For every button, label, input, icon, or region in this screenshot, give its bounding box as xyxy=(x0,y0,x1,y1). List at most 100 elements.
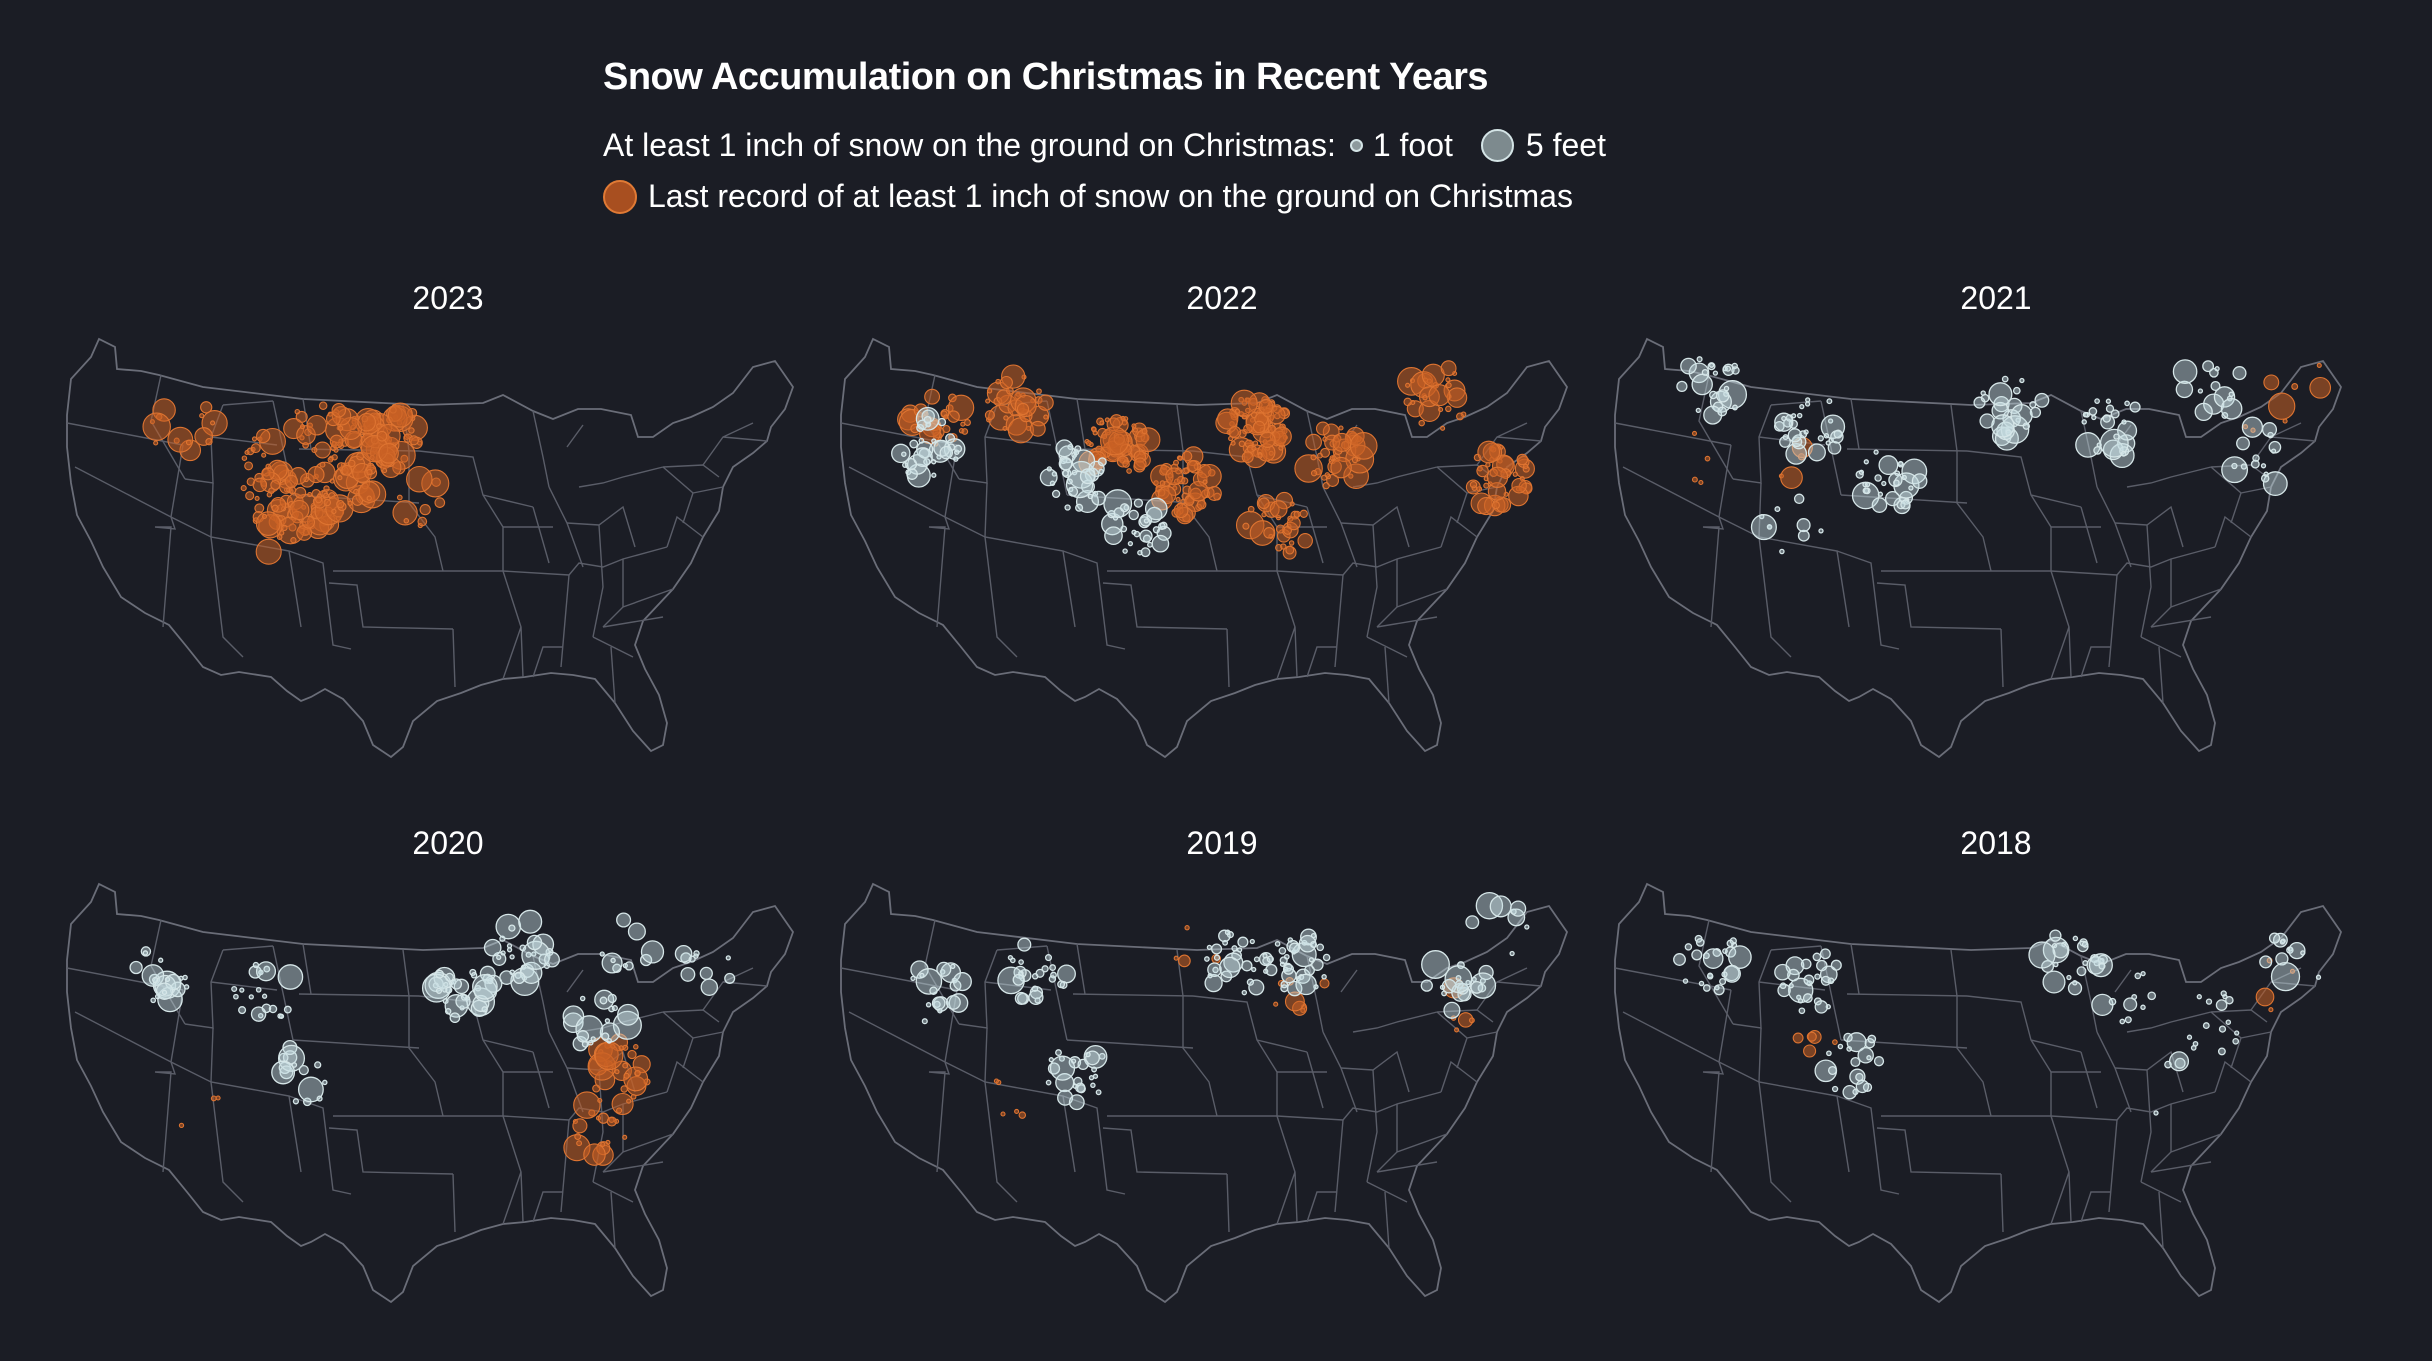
last-record-marker xyxy=(1249,520,1276,546)
legend-recent-snow: At least 1 inch of snow on the ground on… xyxy=(603,127,1606,164)
legend-big-circle-icon xyxy=(1480,129,1514,162)
state-border xyxy=(1770,400,1822,406)
snow-marker xyxy=(2129,401,2141,413)
state-border xyxy=(662,466,694,524)
state-border xyxy=(848,466,946,518)
state-border xyxy=(1496,981,1542,987)
state-border xyxy=(532,506,550,564)
snow-marker xyxy=(2102,439,2124,461)
last-record-marker xyxy=(1132,427,1138,433)
last-record-marker xyxy=(2309,376,2332,399)
snow-marker xyxy=(277,1044,306,1072)
snow-marker xyxy=(1701,368,1709,376)
last-record-marker xyxy=(318,401,328,410)
snow-marker xyxy=(1045,1079,1052,1086)
us-outline xyxy=(1614,882,2343,1304)
state-border xyxy=(1102,582,1228,630)
snow-marker xyxy=(1787,428,1802,443)
last-record-marker xyxy=(358,481,381,503)
state-border xyxy=(1226,628,1230,688)
snow-marker xyxy=(1231,945,1238,952)
snow-marker xyxy=(2228,391,2235,398)
last-record-marker xyxy=(943,414,949,420)
snow-marker xyxy=(521,940,551,970)
last-record-marker xyxy=(261,467,275,481)
snow-marker xyxy=(1266,955,1274,963)
snow-marker xyxy=(1797,998,1804,1004)
snow-marker xyxy=(1156,525,1172,541)
snow-marker xyxy=(164,976,171,983)
snow-marker xyxy=(1128,509,1139,521)
snow-marker xyxy=(282,1039,298,1056)
snow-marker xyxy=(2091,993,2114,1017)
snow-marker xyxy=(1696,356,1703,363)
snow-marker xyxy=(2259,955,2273,969)
snow-marker xyxy=(1814,1000,1829,1014)
state-border xyxy=(532,1191,563,1223)
state-border xyxy=(1466,1031,1498,1039)
snow-marker xyxy=(1321,974,1327,980)
snow-marker xyxy=(2012,386,2021,395)
last-record-marker xyxy=(281,524,288,532)
snow-marker xyxy=(1133,498,1144,508)
snow-marker xyxy=(1088,1075,1095,1081)
snow-marker xyxy=(1706,973,1714,980)
snow-marker xyxy=(902,462,908,468)
snow-marker xyxy=(231,985,238,993)
snow-marker xyxy=(1057,964,1076,984)
state-border xyxy=(1436,466,1468,524)
state-border xyxy=(984,1027,988,1083)
snow-marker xyxy=(680,966,696,982)
state-border xyxy=(1376,616,1438,628)
state-border xyxy=(1366,636,1408,658)
state-border xyxy=(2150,1161,2212,1173)
state-border xyxy=(2140,636,2182,658)
last-record-marker xyxy=(366,469,373,476)
last-record-marker xyxy=(1403,397,1412,407)
snow-marker xyxy=(931,996,946,1011)
state-border xyxy=(602,616,664,628)
last-record-marker xyxy=(408,427,415,434)
us-map: 2019 xyxy=(840,825,1569,1304)
last-record-marker xyxy=(1252,420,1266,434)
snow-marker xyxy=(150,997,157,1004)
snow-marker xyxy=(1774,412,1794,432)
last-record-marker xyxy=(1288,540,1295,546)
us-map: 2020 xyxy=(66,825,795,1304)
state-border xyxy=(170,516,302,628)
state-border xyxy=(592,636,634,658)
snow-marker xyxy=(2108,997,2117,1006)
snow-marker xyxy=(1800,958,1812,970)
state-border xyxy=(2050,1091,2216,1121)
last-record-marker xyxy=(1792,1032,1804,1044)
snow-markers xyxy=(891,360,1535,560)
state-border xyxy=(1102,1127,1228,1175)
snow-marker xyxy=(1151,534,1170,553)
snow-marker xyxy=(2098,962,2106,970)
snow-marker xyxy=(693,953,699,959)
state-border xyxy=(666,1060,704,1093)
state-border xyxy=(502,1171,522,1225)
state-border xyxy=(1950,404,1992,572)
snow-marker xyxy=(579,995,586,1002)
state-border xyxy=(1072,993,1194,997)
state-border xyxy=(1496,436,1542,442)
snow-marker xyxy=(594,989,615,1010)
last-record-marker xyxy=(341,464,353,476)
snow-marker xyxy=(2066,974,2072,981)
snow-marker xyxy=(2124,400,2130,407)
state-border xyxy=(2140,1181,2182,1203)
last-record-marker xyxy=(1257,453,1263,459)
snow-marker xyxy=(2147,991,2157,1001)
snow-marker xyxy=(2268,932,2281,944)
snow-marker xyxy=(1012,973,1025,986)
snow-marker xyxy=(1779,982,1787,990)
state-border xyxy=(154,516,177,628)
last-record-marker xyxy=(1329,455,1335,461)
map-panel-2022: 2022 xyxy=(834,272,1604,782)
snow-marker xyxy=(1680,357,1697,375)
last-record-marker xyxy=(1241,451,1254,464)
snow-marker xyxy=(724,972,736,984)
snow-marker xyxy=(1798,1007,1806,1015)
snow-marker xyxy=(250,1006,267,1022)
